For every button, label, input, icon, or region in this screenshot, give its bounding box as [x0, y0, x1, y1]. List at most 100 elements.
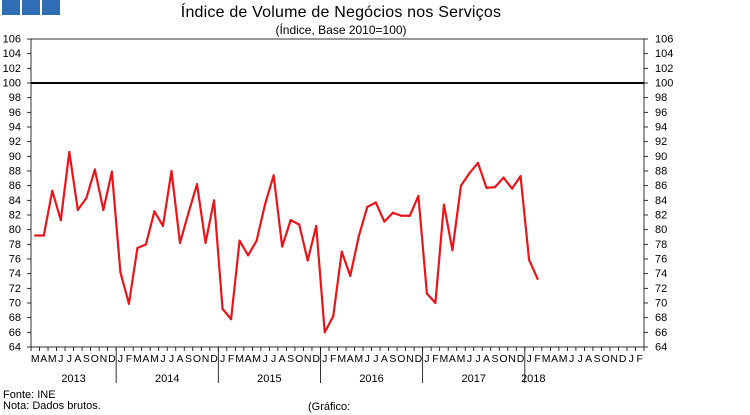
y-tick-label-left: 106: [3, 34, 21, 46]
y-tick-label-left: 96: [9, 107, 21, 119]
x-tick-label-month: O: [91, 353, 99, 365]
x-tick-label-month: J: [220, 353, 225, 365]
y-tick-label-left: 74: [9, 268, 21, 280]
y-tick-label-left: 78: [9, 239, 21, 251]
y-tick-label-right: 86: [655, 180, 667, 192]
x-tick-label-month: M: [354, 353, 363, 365]
x-tick-label-month: J: [424, 353, 429, 365]
data-point: [144, 243, 148, 246]
x-tick-label-month: A: [142, 353, 149, 365]
x-tick-label-month: A: [381, 353, 388, 365]
x-tick-label-month: J: [569, 353, 574, 365]
y-tick-label-right: 76: [655, 254, 667, 266]
data-point: [493, 186, 497, 189]
y-tick-label-right: 68: [655, 312, 667, 324]
line-chart: 64 64 66 66 68 68 70 70 72 72 74 74 76 76 78 78 80 80 82 82…: [3, 34, 674, 386]
y-tick-label-right: 74: [655, 268, 667, 280]
data-point: [323, 331, 326, 334]
x-tick-label-month: J: [526, 353, 531, 365]
x-tick-label-year: 2018: [521, 373, 545, 385]
data-point: [519, 175, 522, 178]
x-tick-label-month: J: [322, 353, 327, 365]
y-tick-label-left: 70: [9, 298, 21, 310]
x-tick-label-month: S: [185, 353, 192, 365]
data-point: [221, 307, 224, 310]
data-point: [536, 277, 539, 280]
y-tick-label-left: 92: [9, 136, 21, 148]
x-tick-label-month: D: [210, 353, 218, 365]
x-tick-label-month: A: [551, 353, 558, 365]
data-point: [247, 254, 250, 257]
x-tick-label-month: S: [491, 353, 498, 365]
x-tick-label-month: D: [517, 353, 525, 365]
x-tick-label-month: N: [610, 353, 618, 365]
x-tick-label-month: J: [263, 353, 268, 365]
x-tick-label-month: N: [508, 353, 516, 365]
y-tick-label-right: 94: [655, 122, 667, 134]
y-tick-label-right: 84: [655, 195, 667, 207]
x-tick-label-month: A: [483, 353, 490, 365]
x-tick-label-month: J: [629, 353, 634, 365]
y-tick-label-right: 102: [655, 63, 673, 75]
data-point: [502, 176, 505, 179]
x-tick-label-month: M: [150, 353, 159, 365]
y-tick-label-right: 78: [655, 239, 667, 251]
x-tick-label-month: J: [118, 353, 123, 365]
y-tick-label-left: 104: [3, 48, 21, 60]
x-tick-label-month: S: [594, 353, 601, 365]
data-point: [212, 199, 216, 202]
y-tick-label-right: 106: [655, 34, 673, 46]
x-tick-label-month: F: [228, 353, 234, 365]
x-tick-label-month: J: [169, 353, 174, 365]
x-tick-label-month: A: [279, 353, 286, 365]
y-tick-label-left: 66: [9, 327, 21, 339]
x-tick-label-year: 2017: [461, 373, 485, 385]
y-tick-label-right: 100: [655, 78, 673, 90]
data-point: [332, 315, 335, 318]
chart-subtitle: (Índice, Base 2010=100): [275, 23, 407, 37]
data-point: [238, 239, 241, 242]
data-point: [289, 219, 292, 222]
y-tick-label-left: 98: [9, 92, 21, 104]
data-point: [434, 301, 437, 305]
data-point: [340, 250, 343, 253]
data-point: [451, 249, 454, 252]
x-tick-label-month: D: [619, 353, 627, 365]
data-point: [272, 174, 275, 177]
x-tick-label-month: J: [578, 353, 583, 365]
data-point: [119, 271, 122, 274]
x-tick-label-month: A: [40, 353, 47, 365]
logo-square: [22, 0, 40, 15]
data-point: [306, 259, 309, 262]
y-tick-label-right: 88: [655, 166, 667, 178]
x-tick-label-month: O: [499, 353, 507, 365]
data-point: [315, 224, 318, 228]
x-tick-label-month: A: [449, 353, 456, 365]
y-tick-label-left: 64: [9, 342, 21, 354]
x-tick-label-month: J: [160, 353, 165, 365]
y-tick-label-right: 80: [655, 224, 667, 236]
x-tick-label-month: N: [100, 353, 108, 365]
x-tick-label-month: F: [330, 353, 336, 365]
x-tick-label-month: N: [406, 353, 414, 365]
x-tick-label-month: M: [235, 353, 244, 365]
y-tick-label-right: 92: [655, 136, 667, 148]
x-tick-label-month: D: [415, 353, 423, 365]
data-point: [281, 245, 284, 248]
data-point: [510, 187, 514, 190]
data-point: [417, 194, 420, 198]
x-tick-label-year: 2014: [155, 373, 179, 385]
x-tick-label-year: 2016: [359, 373, 383, 385]
y-tick-label-right: 64: [655, 342, 667, 354]
data-point: [102, 208, 105, 211]
y-tick-label-left: 68: [9, 312, 21, 324]
x-tick-label-month: S: [83, 353, 90, 365]
y-tick-label-right: 98: [655, 92, 667, 104]
y-tick-label-left: 82: [9, 210, 21, 222]
logo-square: [2, 0, 20, 15]
x-tick-label-month: F: [637, 353, 643, 365]
x-tick-label-month: O: [397, 353, 405, 365]
y-tick-label-left: 72: [9, 283, 21, 295]
x-tick-label-month: S: [287, 353, 294, 365]
data-point: [178, 241, 182, 244]
